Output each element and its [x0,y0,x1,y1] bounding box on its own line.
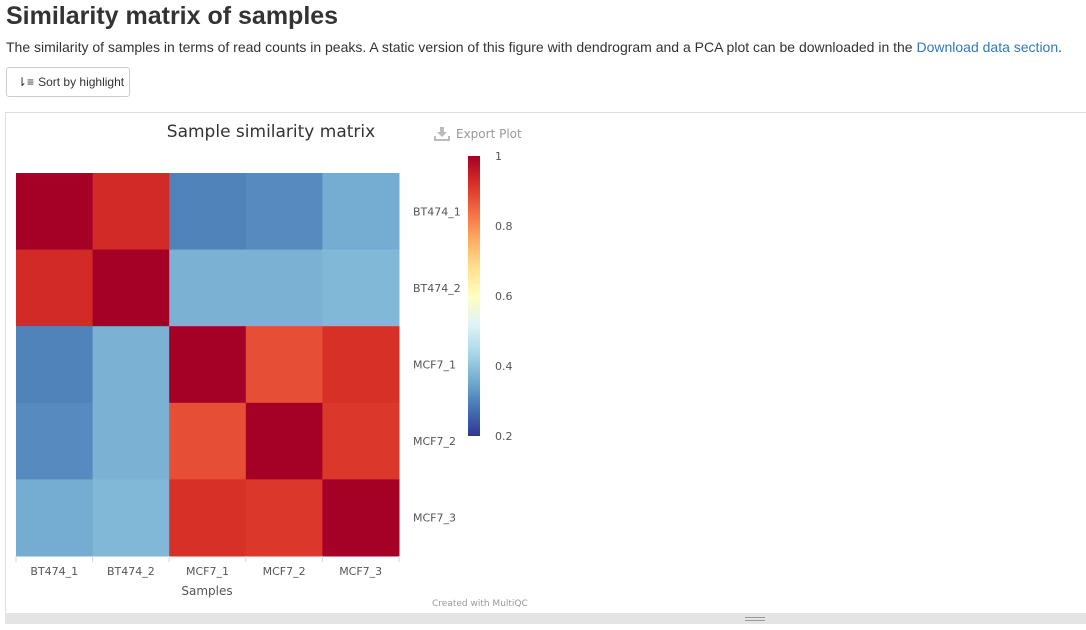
page-title: Similarity matrix of samples [6,2,339,30]
download-data-link[interactable]: Download data section [916,39,1059,55]
description-end: . [1058,39,1063,55]
export-plot-button[interactable]: Export Plot [434,127,522,141]
credit-text: Created with MultiQC [432,599,528,609]
description-text: The similarity of samples in terms of re… [6,39,917,55]
download-icon [434,127,450,141]
plot-container [5,112,1086,624]
page-description: The similarity of samples in terms of re… [6,38,1062,56]
sort-icon: ⇂≡ [17,75,35,89]
export-plot-label: Export Plot [456,127,522,141]
resize-grip-icon [745,617,765,621]
sort-by-highlight-button[interactable]: ⇂≡ Sort by highlight [6,67,130,97]
sort-button-label: Sort by highlight [38,75,125,89]
plot-resize-handle[interactable] [5,613,1086,624]
